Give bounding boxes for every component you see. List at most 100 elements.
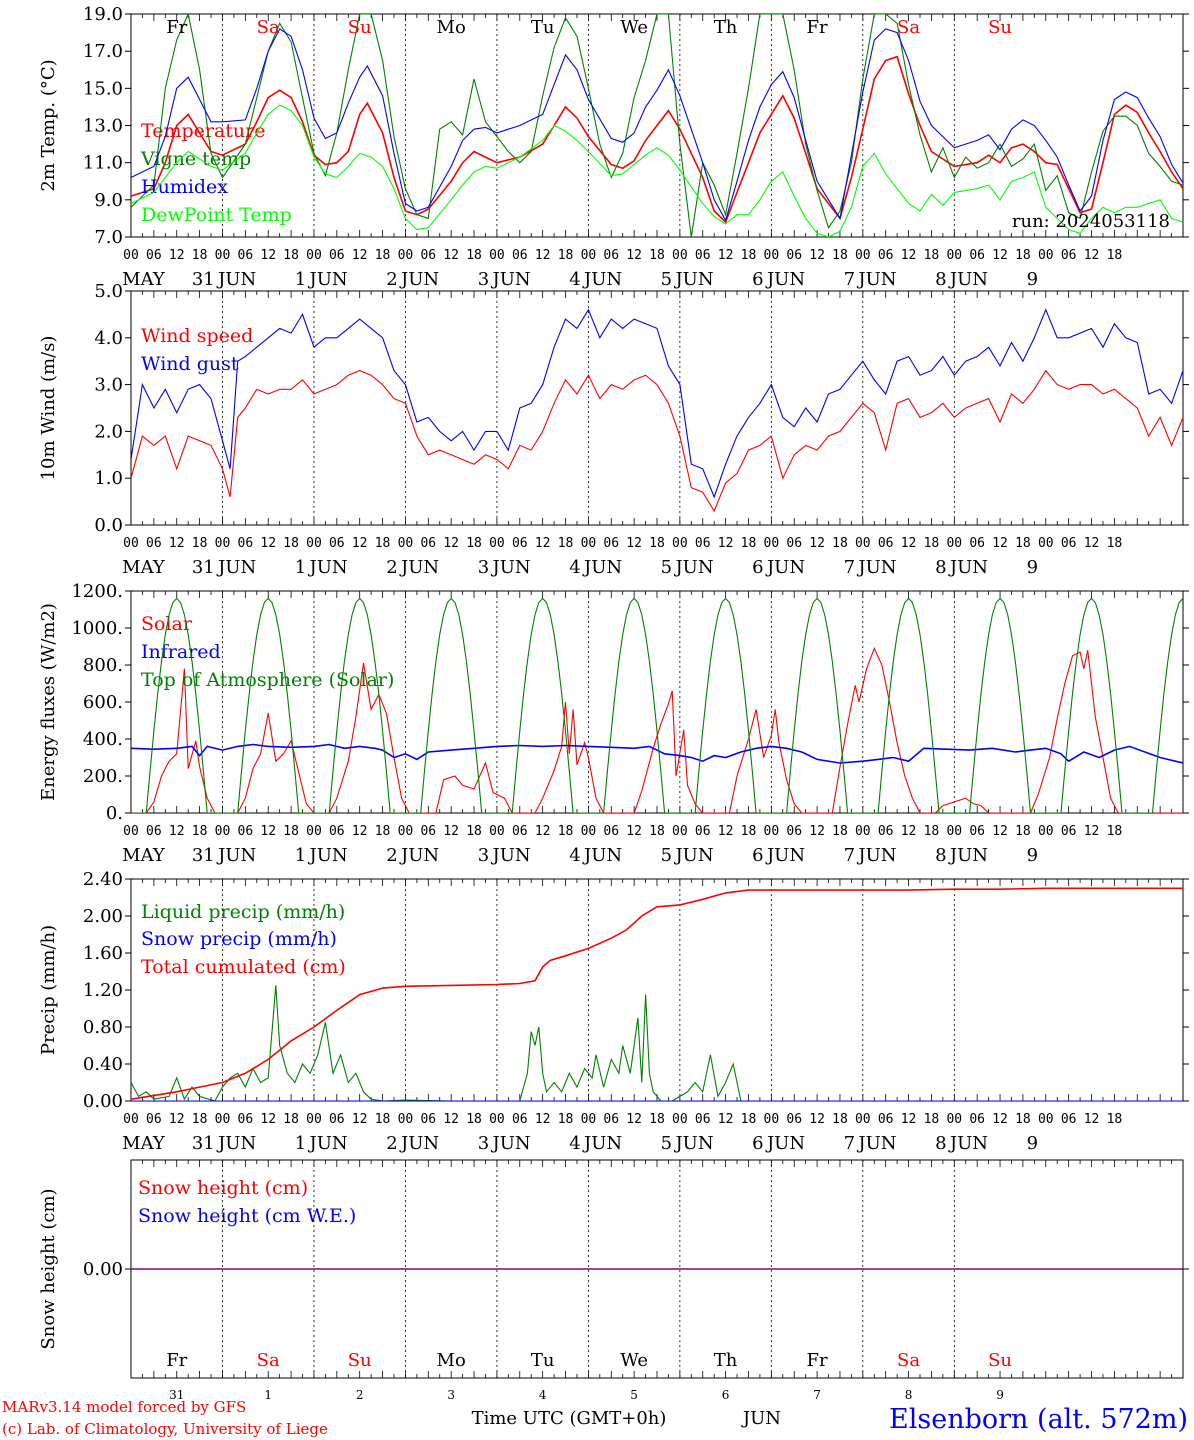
bottom-day-number: 9 (996, 1388, 1004, 1402)
weekday-label-bottom: Sa (257, 1350, 280, 1371)
y-tick-label: 2.0 (94, 421, 123, 442)
day-month-label: JUN (308, 845, 348, 866)
weekday-label-top: Su (988, 17, 1012, 38)
month-label: JUN (741, 1408, 781, 1429)
day-number-label: 9 (1027, 269, 1038, 290)
hour-tick-label: 12 (535, 536, 551, 551)
hour-tick-label: 06 (786, 1112, 802, 1127)
hour-tick-label: 18 (649, 248, 665, 263)
hour-tick-label: 12 (169, 248, 185, 263)
y-tick-label: 0.00 (83, 1259, 123, 1280)
y-tick-label: 2.00 (83, 906, 123, 927)
hour-tick-label: 06 (238, 536, 254, 551)
hour-tick-label: 12 (1084, 536, 1100, 551)
day-number-label: 8 (935, 557, 946, 578)
y-axis-label: Energy fluxes (W/m2) (38, 603, 59, 801)
hour-tick-label: 00 (123, 536, 139, 551)
hour-tick-label: 18 (466, 248, 482, 263)
hour-tick-label: 12 (992, 824, 1008, 839)
hour-tick-label: 12 (352, 1112, 368, 1127)
weekday-label-bottom: Tu (531, 1350, 555, 1371)
y-tick-label: 11.0 (83, 153, 123, 174)
hour-tick-label: 18 (1015, 248, 1031, 263)
station-label: Elsenborn (alt. 572m) (889, 1404, 1188, 1435)
hour-tick-label: 00 (855, 536, 871, 551)
panel-1: 7.0 9.0 11.0 13.0 15.0 17.0 19.0 2m Temp. (°C) 0… (38, 4, 1189, 290)
y-tick-label: 19.0 (83, 4, 123, 25)
panel-5: 0.00 Snow height (cm) Snow height (cm) Snow… (38, 1159, 1189, 1379)
day-month-label: JUN (399, 1133, 439, 1154)
hour-tick-label: 06 (695, 1112, 711, 1127)
y-tick-label: 5.0 (94, 281, 123, 302)
hour-tick-label: 12 (1084, 824, 1100, 839)
day-month-label: JUN (308, 1133, 348, 1154)
hour-tick-label: 18 (1015, 536, 1031, 551)
day-month-label: JUN (856, 845, 896, 866)
weekday-label-bottom: Th (714, 1350, 738, 1371)
weekday-label-top: We (620, 17, 648, 38)
hour-tick-label: 18 (283, 248, 299, 263)
series-line-liquid-precip-mm-h- (131, 985, 1183, 1101)
hour-tick-label: 00 (581, 248, 597, 263)
day-number-label: 7 (844, 269, 855, 290)
series-line-wind-gust (131, 308, 1183, 499)
y-tick-label: 0.0 (94, 515, 123, 536)
y-tick-label: 7.0 (94, 227, 123, 248)
hour-tick-label: 18 (741, 248, 757, 263)
legend-entry: Humidex (141, 176, 228, 198)
hour-tick-label: 06 (878, 1112, 894, 1127)
hour-tick-label: 06 (969, 248, 985, 263)
day-month-label: MAY (122, 269, 166, 290)
y-tick-label: 13.0 (83, 116, 123, 137)
plot-frame (130, 590, 1184, 814)
bottom-day-number: 4 (539, 1388, 547, 1402)
weekday-label-top: Mo (437, 17, 466, 38)
bottom-day-number: 31 (169, 1388, 184, 1402)
y-tick-label: 1.60 (83, 943, 123, 964)
hour-tick-label: 12 (992, 1112, 1008, 1127)
hour-tick-label: 12 (901, 824, 917, 839)
hour-tick-label: 06 (238, 1112, 254, 1127)
day-number-label: 8 (935, 1133, 946, 1154)
hour-tick-label: 18 (832, 248, 848, 263)
hour-tick-label: 00 (855, 248, 871, 263)
hour-tick-label: 12 (169, 1112, 185, 1127)
hour-tick-label: 00 (489, 1112, 505, 1127)
bottom-day-number: 8 (905, 1388, 913, 1402)
day-month-label: MAY (122, 557, 166, 578)
hour-tick-label: 00 (672, 248, 688, 263)
series-line-total-cumulated-cm- (131, 887, 1183, 1100)
y-tick-label: 0.80 (83, 1017, 123, 1038)
hour-tick-label: 06 (695, 824, 711, 839)
day-number-label: 1 (295, 1133, 306, 1154)
legend-entry: Infrared (141, 641, 221, 663)
series-line-top-of-atmosphere-solar- (131, 597, 1183, 813)
y-tick-label: 1.0 (94, 468, 123, 489)
legend-entry: Liquid precip (mm/h) (141, 901, 345, 923)
weekday-label-top: Th (714, 17, 738, 38)
day-month-label: JUN (216, 1133, 256, 1154)
hour-tick-label: 00 (215, 1112, 231, 1127)
day-month-label: JUN (399, 845, 439, 866)
hour-tick-label: 06 (786, 824, 802, 839)
hour-tick-label: 18 (649, 824, 665, 839)
day-number-label: 6 (752, 269, 763, 290)
day-number-label: 2 (386, 269, 397, 290)
series-line-temperature (131, 55, 1183, 224)
day-number-label: 2 (386, 557, 397, 578)
day-number-label: 7 (844, 557, 855, 578)
bottom-day-number: 3 (447, 1388, 455, 1402)
hour-tick-label: 18 (283, 1112, 299, 1127)
hour-tick-label: 06 (878, 248, 894, 263)
legend-entry: Snow height (cm W.E.) (138, 1205, 356, 1227)
hour-tick-label: 00 (946, 536, 962, 551)
y-tick-label: 800. (83, 655, 123, 676)
hour-tick-label: 18 (375, 536, 391, 551)
series-line-humidex (131, 28, 1183, 222)
hour-tick-label: 06 (146, 536, 162, 551)
hour-tick-label: 00 (581, 824, 597, 839)
hour-tick-label: 12 (1084, 248, 1100, 263)
hour-tick-label: 12 (535, 248, 551, 263)
